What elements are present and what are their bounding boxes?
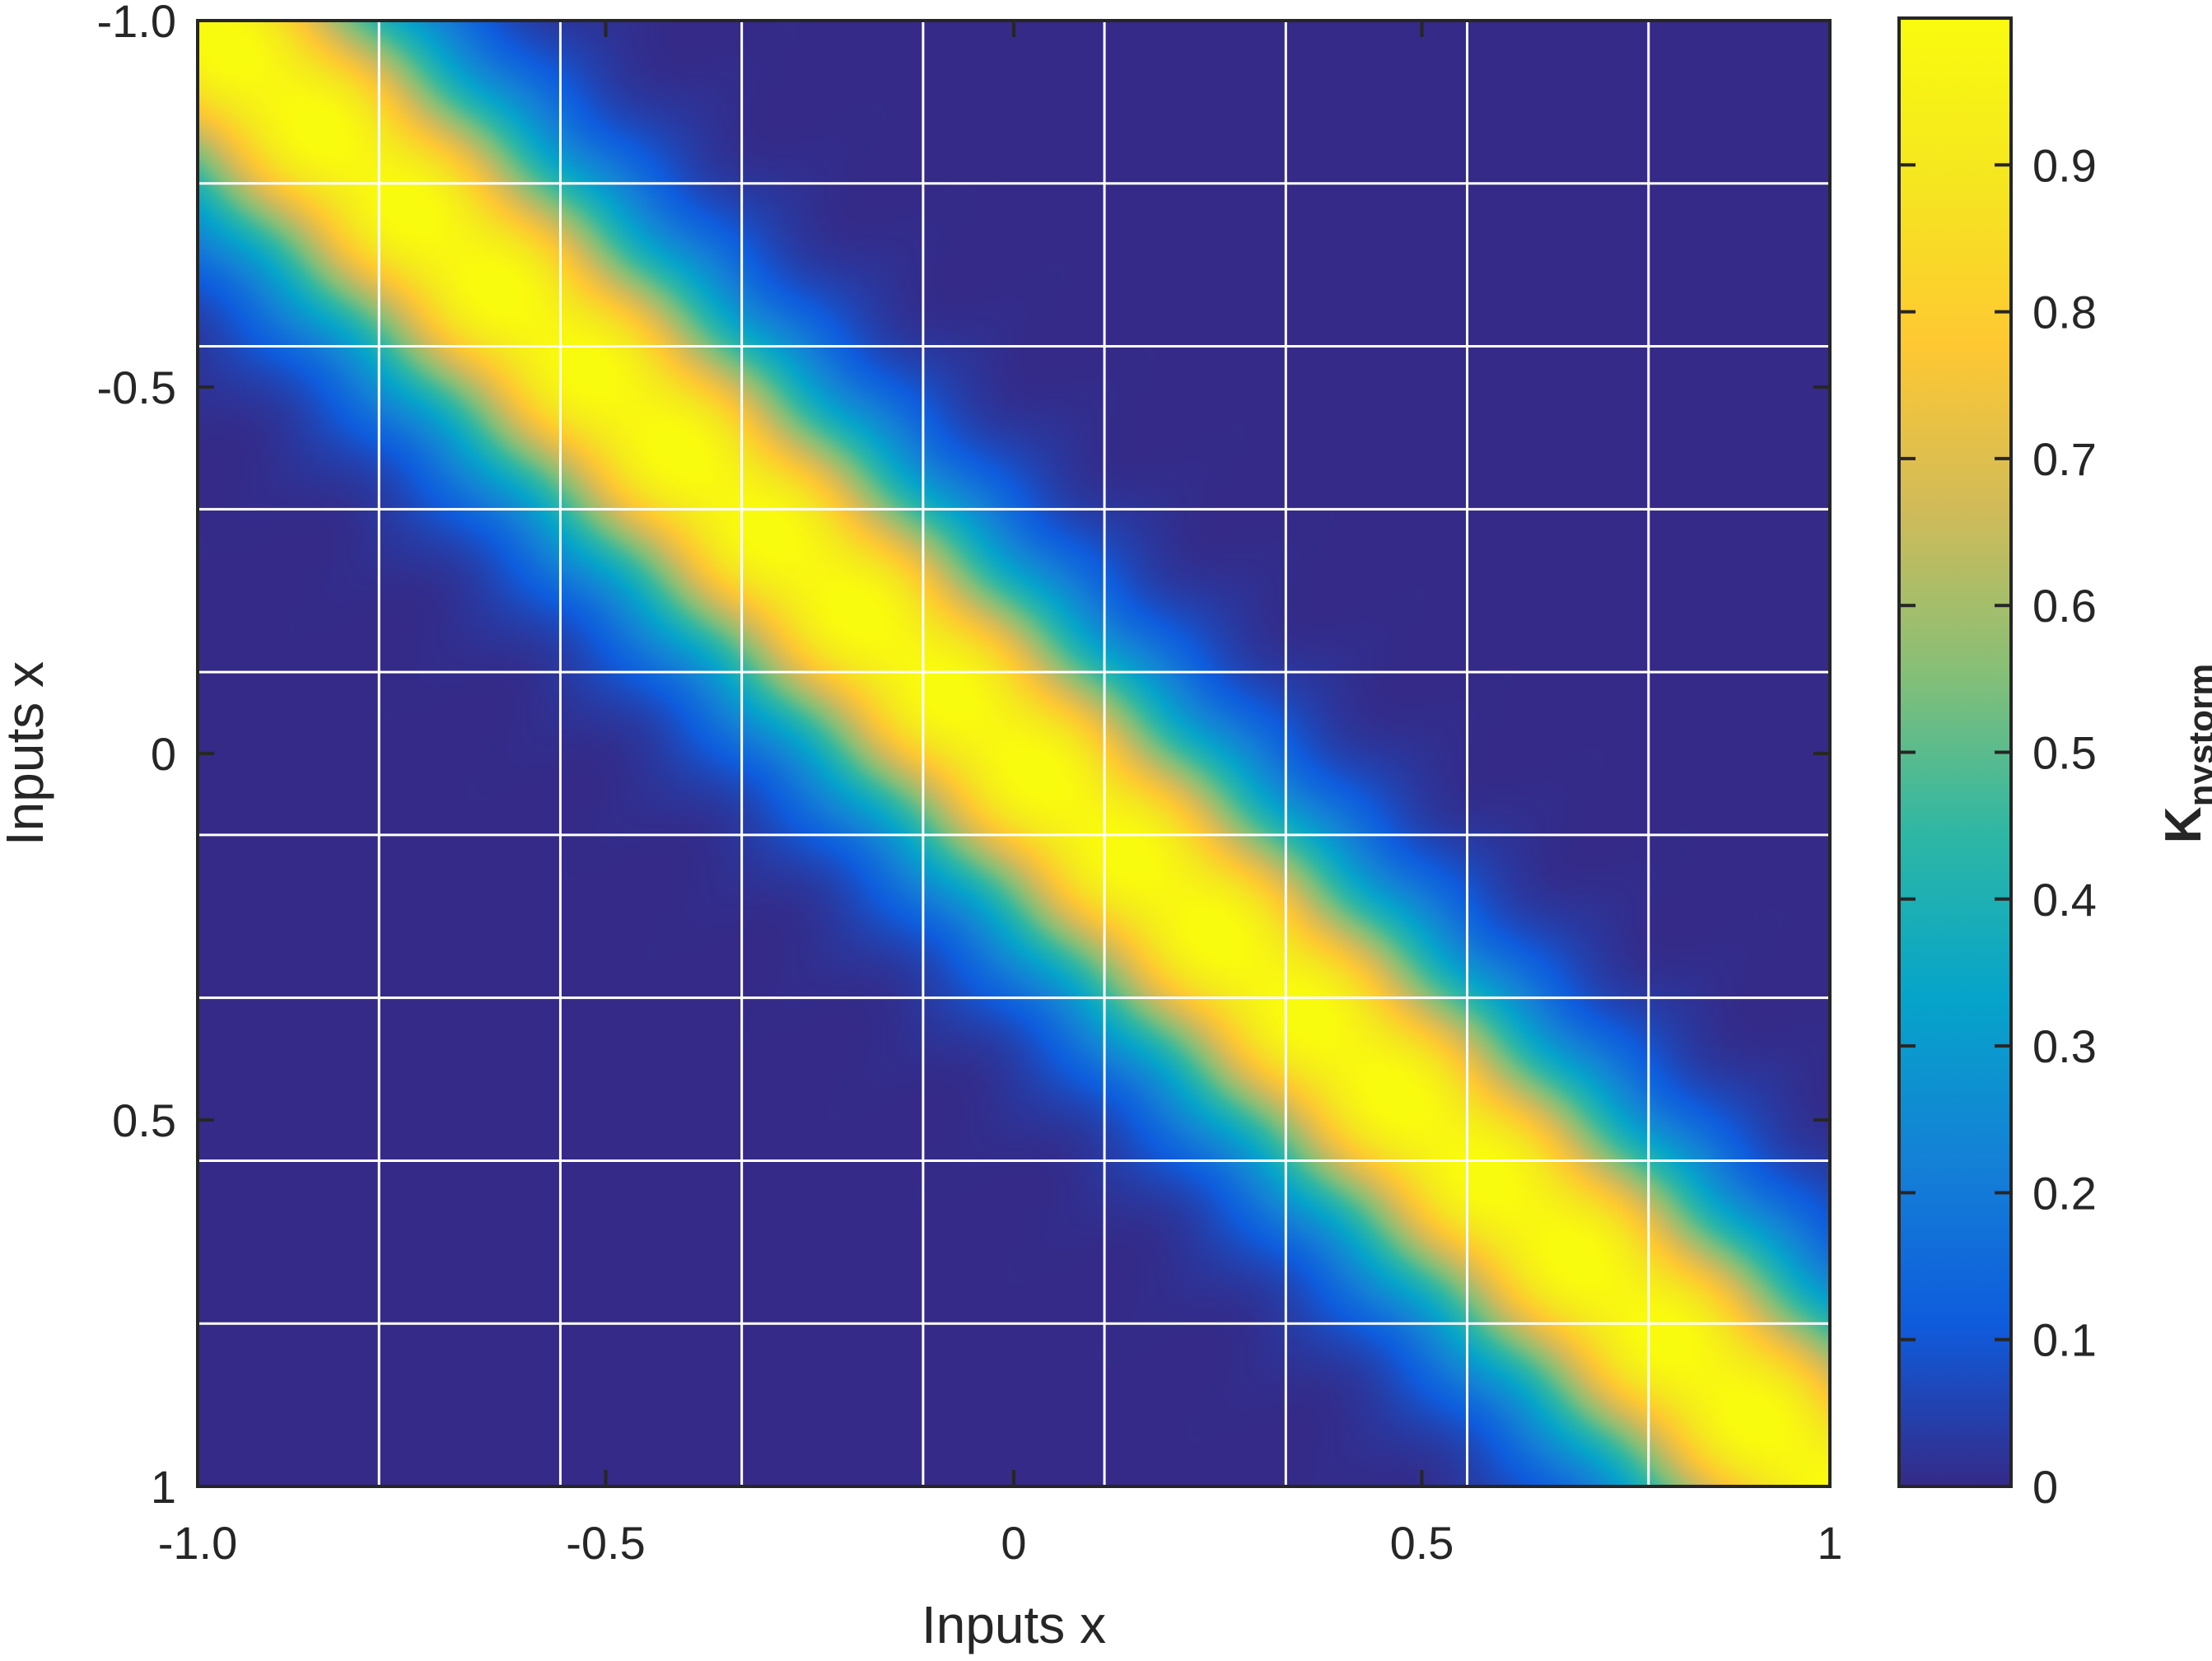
y-tick-label: -1.0 <box>97 0 177 47</box>
x-tick-label: -1.0 <box>158 1517 238 1569</box>
y-tick-label: 0 <box>151 728 176 780</box>
y-axis-ticks: -1.0 -0.5 0 0.5 1 <box>97 0 1830 1513</box>
colorbar-tick-label: 0.3 <box>2032 1020 2097 1072</box>
x-tick-label: -0.5 <box>566 1517 646 1569</box>
x-tick-label: 0 <box>1001 1517 1026 1569</box>
colorbar-tick-label: 0.1 <box>2032 1314 2097 1366</box>
x-axis-label: Inputs x <box>922 1595 1106 1654</box>
grid-lines <box>198 21 1830 1486</box>
y-tick-label: 1 <box>151 1461 176 1513</box>
colorbar <box>1897 16 2013 1488</box>
x-tick-label: 1 <box>1817 1517 1842 1569</box>
y-tick-label: 0.5 <box>112 1094 176 1146</box>
y-tick-label: -0.5 <box>97 362 177 413</box>
colorbar-tick-label: 0.2 <box>2032 1167 2097 1219</box>
colorbar-tick-label: 0 <box>2032 1461 2058 1513</box>
colorbar-tick-label: 0.4 <box>2032 874 2097 926</box>
colorbar-label: Knystorm <box>2155 664 2212 843</box>
colorbar-tick-label: 0.8 <box>2032 287 2097 338</box>
colorbar-label-main: K <box>2155 806 2212 843</box>
colorbar-tick-label: 0.6 <box>2032 580 2097 632</box>
colorbar-label-subscript: nystorm <box>2182 664 2212 807</box>
x-tick-label: 0.5 <box>1390 1517 1454 1569</box>
colorbar-tick-label: 0.7 <box>2032 433 2097 485</box>
colorbar-ticks: 0 0.1 0.2 0.3 0.4 0.5 0.6 0.7 0.8 0.9 <box>1899 139 2097 1513</box>
x-axis-ticks: -1.0 -0.5 0 0.5 1 <box>158 21 1843 1569</box>
heatmap-image <box>198 21 1830 1486</box>
y-axis-label: Inputs x <box>0 661 54 846</box>
colorbar-tick-label: 0.9 <box>2032 139 2097 191</box>
colorbar-tick-label: 0.5 <box>2032 727 2097 779</box>
